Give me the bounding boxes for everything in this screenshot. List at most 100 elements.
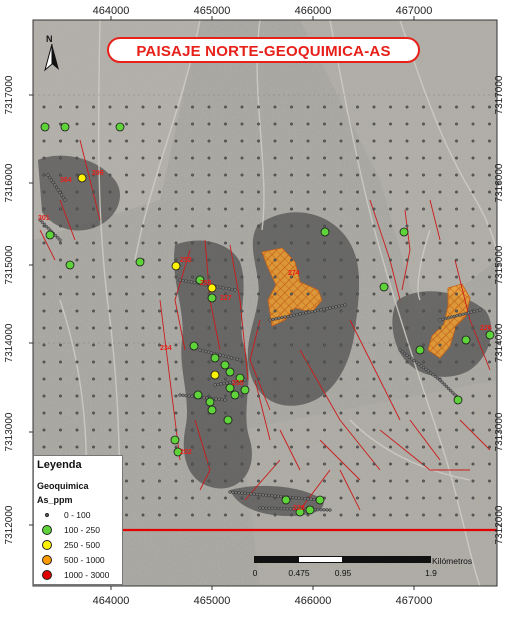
sample-point xyxy=(59,343,62,347)
traverse-sample xyxy=(204,349,208,353)
coord-right-7314000: 7314000 xyxy=(494,323,505,363)
traverse-sample xyxy=(58,238,62,242)
sample-point xyxy=(290,479,293,483)
sample-point xyxy=(455,360,458,364)
sample-point xyxy=(339,479,343,483)
legend-symbol-2 xyxy=(42,539,52,550)
sample-point xyxy=(240,156,244,160)
sample-point xyxy=(257,343,260,347)
sample-point xyxy=(257,428,260,432)
sample-point xyxy=(59,224,62,228)
sample-point xyxy=(158,105,161,109)
sample-point xyxy=(240,122,244,126)
sample-point xyxy=(422,360,425,364)
sample-point xyxy=(174,241,178,245)
sample-point xyxy=(290,343,293,347)
traverse-sample xyxy=(400,350,404,354)
sample-point xyxy=(471,190,475,194)
coord-right-7317000: 7317000 xyxy=(494,75,505,115)
anomalous-sample xyxy=(281,495,291,505)
traverse-sample xyxy=(325,307,329,311)
sample-point xyxy=(108,258,112,262)
sample-point xyxy=(125,394,128,398)
traverse-sample xyxy=(431,373,435,377)
sample-point xyxy=(224,258,227,262)
sample-point xyxy=(75,275,79,279)
traverse-sample xyxy=(325,508,329,512)
sample-point xyxy=(207,445,211,449)
traverse-sample xyxy=(48,175,52,180)
sample-point xyxy=(323,139,326,143)
sample-point xyxy=(471,326,475,330)
sample-point xyxy=(405,377,409,381)
anomalous-sample xyxy=(170,435,180,445)
sample-point xyxy=(224,513,227,517)
sample-point xyxy=(438,496,442,500)
traverse-sample xyxy=(340,304,344,308)
traverse-sample xyxy=(270,506,274,510)
sample-point xyxy=(455,275,458,279)
legend-title: Leyenda xyxy=(37,459,82,471)
anomalous-sample xyxy=(171,261,181,271)
sample-point xyxy=(75,173,79,177)
sample-point xyxy=(224,479,227,483)
graticule xyxy=(33,94,497,344)
sample-point xyxy=(438,190,442,194)
sample-point xyxy=(108,394,112,398)
sample-point xyxy=(141,513,145,517)
sample-point xyxy=(471,105,475,109)
sample-point xyxy=(141,224,145,228)
sample-point xyxy=(59,377,62,381)
sample-point xyxy=(224,292,227,296)
sample-point xyxy=(455,292,458,296)
legend-row-3: 500 - 1000 xyxy=(42,553,105,566)
sample-point xyxy=(59,411,62,415)
legend-field: As_ppm xyxy=(37,495,73,505)
traverse-sample xyxy=(313,309,317,313)
sample-point xyxy=(339,275,343,279)
anomalous-sample xyxy=(135,257,145,267)
sample-point xyxy=(290,309,293,313)
sample-point xyxy=(125,496,128,500)
traverse-sample xyxy=(221,286,225,290)
sample-point xyxy=(356,241,359,245)
anomalous-sample xyxy=(207,293,217,303)
sample-point xyxy=(141,241,145,245)
anomalous-sample xyxy=(60,122,70,132)
fault-line xyxy=(339,469,361,511)
traverse-sample xyxy=(458,313,462,317)
sample-point xyxy=(42,360,46,364)
sample-point xyxy=(290,445,293,449)
traverse-sample xyxy=(319,508,323,512)
sample-point xyxy=(471,462,475,466)
sample-point xyxy=(108,139,112,143)
sample-point xyxy=(240,292,244,296)
traverse-sample xyxy=(178,393,182,397)
sample-point xyxy=(422,377,425,381)
sample-point xyxy=(356,224,359,228)
sample-point xyxy=(174,326,178,330)
sample-point xyxy=(290,207,293,211)
sample-point xyxy=(158,258,161,262)
traverse-sample xyxy=(238,358,242,362)
sample-point xyxy=(273,275,277,279)
sample-point xyxy=(306,292,310,296)
sample-point xyxy=(174,224,178,228)
sample-point xyxy=(488,224,491,228)
sample-point xyxy=(471,513,475,517)
sample-point xyxy=(339,326,343,330)
sample-point xyxy=(92,139,95,143)
traverse-sample xyxy=(405,353,409,357)
anomalous-sample xyxy=(305,505,315,515)
sample-point xyxy=(207,156,211,160)
sample-point xyxy=(488,343,491,347)
sample-point xyxy=(323,156,326,160)
sample-point xyxy=(372,224,376,228)
sample-point xyxy=(240,360,244,364)
sample-point xyxy=(125,173,128,177)
sample-point xyxy=(158,326,161,330)
traverse-sample xyxy=(227,287,231,291)
sample-point xyxy=(372,428,376,432)
sample-point xyxy=(405,241,409,245)
sample-point xyxy=(356,173,359,177)
